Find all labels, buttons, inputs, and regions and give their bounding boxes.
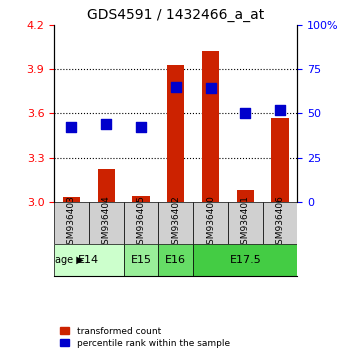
Text: E14: E14 [78,255,99,265]
Point [243,110,248,116]
Text: E17.5: E17.5 [230,255,261,265]
FancyBboxPatch shape [193,244,297,276]
FancyBboxPatch shape [263,202,297,244]
FancyBboxPatch shape [54,202,89,244]
Text: E15: E15 [130,255,151,265]
Bar [98,169,115,202]
Text: GSM936404: GSM936404 [102,196,111,250]
Point [208,86,213,91]
Title: GDS4591 / 1432466_a_at: GDS4591 / 1432466_a_at [87,8,264,22]
FancyBboxPatch shape [124,202,159,244]
Point [138,125,144,130]
FancyBboxPatch shape [193,202,228,244]
Text: GSM936401: GSM936401 [241,195,250,251]
Text: E16: E16 [165,255,186,265]
Text: GSM936403: GSM936403 [67,195,76,251]
Text: GSM936405: GSM936405 [137,195,145,251]
Text: age ▶: age ▶ [55,255,83,265]
Point [69,125,74,130]
Text: GSM936406: GSM936406 [275,195,285,251]
Bar [202,51,219,202]
Text: GSM936402: GSM936402 [171,196,180,250]
FancyBboxPatch shape [159,202,193,244]
Legend: transformed count, percentile rank within the sample: transformed count, percentile rank withi… [58,325,232,349]
Point [277,107,283,113]
FancyBboxPatch shape [124,244,159,276]
Bar [167,64,185,202]
Point [173,84,178,90]
FancyBboxPatch shape [54,244,124,276]
FancyBboxPatch shape [89,202,124,244]
Point [103,121,109,127]
Bar [271,118,289,202]
FancyBboxPatch shape [228,202,263,244]
Text: GSM936400: GSM936400 [206,195,215,251]
Bar [63,198,80,202]
FancyBboxPatch shape [159,244,193,276]
Bar [237,190,254,202]
Bar [132,196,150,202]
